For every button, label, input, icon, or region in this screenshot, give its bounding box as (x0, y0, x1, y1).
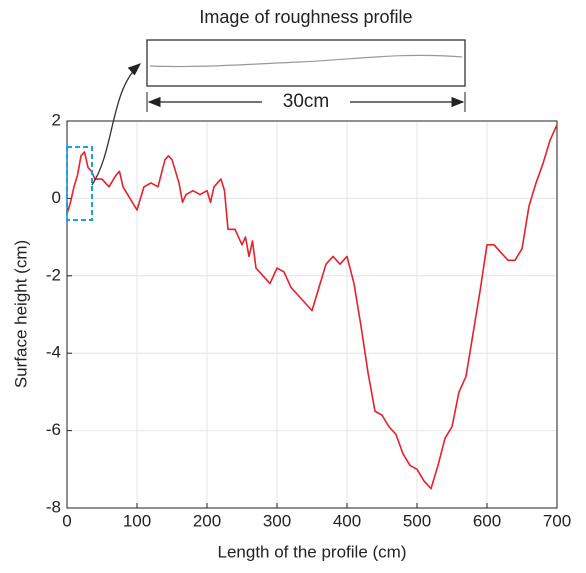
highlight-box (66, 146, 93, 221)
x-tick-label: 300 (263, 511, 291, 530)
x-tick-label: 200 (193, 511, 221, 530)
x-tick-label: 100 (123, 511, 151, 530)
inset-profile (149, 54, 463, 68)
data-line (66, 124, 558, 490)
y-tick-label: 2 (52, 110, 61, 129)
y-tick-label: 0 (52, 188, 61, 207)
x-tick-label: 400 (333, 511, 361, 530)
x-tick-label: 700 (543, 511, 571, 530)
scale-label: 30cm (283, 91, 329, 112)
callout-arrow (91, 63, 141, 186)
inset-title: Image of roughness profile (199, 7, 412, 27)
plot-area: -8 -6 -4 -2 0 2 0 100 200 300 400 500 600 700 (46, 110, 571, 530)
x-axis-label: Length of the profile (cm) (218, 542, 407, 561)
y-tick-label: -8 (46, 497, 61, 516)
y-tick-label: -4 (46, 343, 61, 362)
y-axis-label: Surface height (cm) (11, 240, 30, 388)
x-tick-label: 500 (403, 511, 431, 530)
y-tick-label: -2 (46, 265, 61, 284)
x-tick-label: 0 (62, 511, 71, 530)
inset-image (146, 39, 466, 87)
axes-frame (66, 120, 558, 509)
y-tick-label: -6 (46, 420, 61, 439)
x-tick-label: 600 (473, 511, 501, 530)
